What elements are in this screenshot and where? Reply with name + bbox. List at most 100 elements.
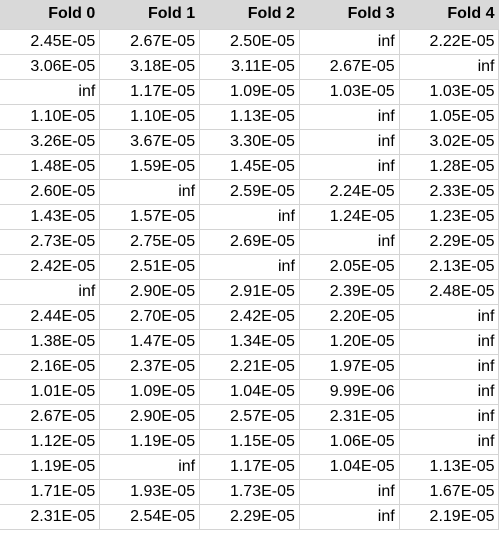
column-header-fold-3[interactable]: Fold 3	[299, 0, 400, 30]
table-cell[interactable]: 1.01E-05	[0, 379, 101, 405]
table-cell[interactable]: 2.48E-05	[399, 279, 500, 305]
table-cell[interactable]: 2.67E-05	[0, 404, 101, 430]
table-cell[interactable]: 3.30E-05	[199, 129, 300, 155]
table-cell[interactable]: inf	[299, 154, 400, 180]
table-cell[interactable]: 2.31E-05	[299, 404, 400, 430]
table-cell[interactable]: inf	[399, 354, 500, 380]
table-cell[interactable]: inf	[299, 29, 400, 55]
table-cell[interactable]: 1.24E-05	[299, 204, 400, 230]
table-cell[interactable]: 2.90E-05	[99, 279, 201, 305]
table-cell[interactable]: 2.37E-05	[99, 354, 201, 380]
table-cell[interactable]: 2.59E-05	[199, 179, 300, 205]
table-cell[interactable]: inf	[399, 379, 500, 405]
table-cell[interactable]: 2.67E-05	[99, 29, 201, 55]
table-cell[interactable]: inf	[299, 129, 400, 155]
table-cell[interactable]: 2.42E-05	[199, 304, 300, 330]
table-cell[interactable]: 1.97E-05	[299, 354, 400, 380]
table-cell[interactable]: 2.44E-05	[0, 304, 101, 330]
table-cell[interactable]: 3.02E-05	[399, 129, 500, 155]
table-cell[interactable]: 1.38E-05	[0, 329, 101, 355]
table-cell[interactable]: 1.04E-05	[299, 454, 400, 480]
table-cell[interactable]: 2.57E-05	[199, 404, 300, 430]
table-cell[interactable]: 2.19E-05	[399, 504, 500, 530]
table-cell[interactable]: 1.48E-05	[0, 154, 101, 180]
table-cell[interactable]: 1.59E-05	[99, 154, 201, 180]
table-cell[interactable]: 1.45E-05	[199, 154, 300, 180]
table-cell[interactable]: 2.13E-05	[399, 254, 500, 280]
table-cell[interactable]: inf	[199, 204, 300, 230]
table-cell[interactable]: 3.18E-05	[99, 54, 201, 80]
table-cell[interactable]: 1.19E-05	[0, 454, 101, 480]
table-cell[interactable]: 2.24E-05	[299, 179, 400, 205]
column-header-fold-4[interactable]: Fold 4	[399, 0, 500, 30]
table-cell[interactable]: 2.20E-05	[299, 304, 400, 330]
table-cell[interactable]: 2.39E-05	[299, 279, 400, 305]
column-header-fold-1[interactable]: Fold 1	[99, 0, 201, 30]
table-cell[interactable]: inf	[399, 329, 500, 355]
table-cell[interactable]: 2.21E-05	[199, 354, 300, 380]
table-cell[interactable]: inf	[99, 179, 201, 205]
table-cell[interactable]: 2.70E-05	[99, 304, 201, 330]
table-cell[interactable]: inf	[99, 454, 201, 480]
table-cell[interactable]: 1.15E-05	[199, 429, 300, 455]
table-cell[interactable]: 1.93E-05	[99, 479, 201, 505]
column-header-fold-0[interactable]: Fold 0	[0, 0, 101, 30]
table-cell[interactable]: 2.16E-05	[0, 354, 101, 380]
table-cell[interactable]: 2.91E-05	[199, 279, 300, 305]
table-cell[interactable]: 2.33E-05	[399, 179, 500, 205]
table-cell[interactable]: 1.09E-05	[99, 379, 201, 405]
table-cell[interactable]: inf	[299, 229, 400, 255]
table-cell[interactable]: inf	[399, 304, 500, 330]
table-cell[interactable]: 2.51E-05	[99, 254, 201, 280]
table-cell[interactable]: 1.03E-05	[299, 79, 400, 105]
table-cell[interactable]: inf	[0, 79, 101, 105]
table-cell[interactable]: inf	[399, 404, 500, 430]
table-cell[interactable]: 2.05E-05	[299, 254, 400, 280]
table-cell[interactable]: 1.28E-05	[399, 154, 500, 180]
table-cell[interactable]: inf	[399, 54, 500, 80]
table-cell[interactable]: inf	[0, 279, 101, 305]
table-cell[interactable]: 2.31E-05	[0, 504, 101, 530]
table-cell[interactable]: 1.04E-05	[199, 379, 300, 405]
table-cell[interactable]: 1.34E-05	[199, 329, 300, 355]
table-cell[interactable]: 1.05E-05	[399, 104, 500, 130]
table-cell[interactable]: 2.54E-05	[99, 504, 201, 530]
table-cell[interactable]: 3.11E-05	[199, 54, 300, 80]
table-cell[interactable]: 1.13E-05	[199, 104, 300, 130]
table-cell[interactable]: 1.47E-05	[99, 329, 201, 355]
table-cell[interactable]: 1.57E-05	[99, 204, 201, 230]
table-cell[interactable]: 2.73E-05	[0, 229, 101, 255]
table-cell[interactable]: 2.22E-05	[399, 29, 500, 55]
table-cell[interactable]: 1.17E-05	[199, 454, 300, 480]
table-cell[interactable]: 2.60E-05	[0, 179, 101, 205]
table-cell[interactable]: inf	[399, 429, 500, 455]
table-cell[interactable]: 1.23E-05	[399, 204, 500, 230]
table-cell[interactable]: 3.06E-05	[0, 54, 101, 80]
table-cell[interactable]: 1.06E-05	[299, 429, 400, 455]
table-cell[interactable]: 2.90E-05	[99, 404, 201, 430]
table-cell[interactable]: 1.10E-05	[0, 104, 101, 130]
table-cell[interactable]: 1.13E-05	[399, 454, 500, 480]
table-cell[interactable]: 3.67E-05	[99, 129, 201, 155]
table-cell[interactable]: 2.45E-05	[0, 29, 101, 55]
table-cell[interactable]: 1.73E-05	[199, 479, 300, 505]
table-cell[interactable]: 1.17E-05	[99, 79, 201, 105]
table-cell[interactable]: 2.29E-05	[399, 229, 500, 255]
table-cell[interactable]: 2.42E-05	[0, 254, 101, 280]
table-cell[interactable]: 1.09E-05	[199, 79, 300, 105]
table-cell[interactable]: inf	[199, 254, 300, 280]
table-cell[interactable]: 1.20E-05	[299, 329, 400, 355]
table-cell[interactable]: 1.71E-05	[0, 479, 101, 505]
table-cell[interactable]: 3.26E-05	[0, 129, 101, 155]
column-header-fold-2[interactable]: Fold 2	[199, 0, 300, 30]
table-cell[interactable]: 1.19E-05	[99, 429, 201, 455]
table-cell[interactable]: 1.43E-05	[0, 204, 101, 230]
table-cell[interactable]: 1.03E-05	[399, 79, 500, 105]
table-cell[interactable]: inf	[299, 104, 400, 130]
table-cell[interactable]: 1.67E-05	[399, 479, 500, 505]
table-cell[interactable]: 2.67E-05	[299, 54, 400, 80]
table-cell[interactable]: 1.12E-05	[0, 429, 101, 455]
table-cell[interactable]: inf	[299, 504, 400, 530]
table-cell[interactable]: 1.10E-05	[99, 104, 201, 130]
table-cell[interactable]: inf	[299, 479, 400, 505]
